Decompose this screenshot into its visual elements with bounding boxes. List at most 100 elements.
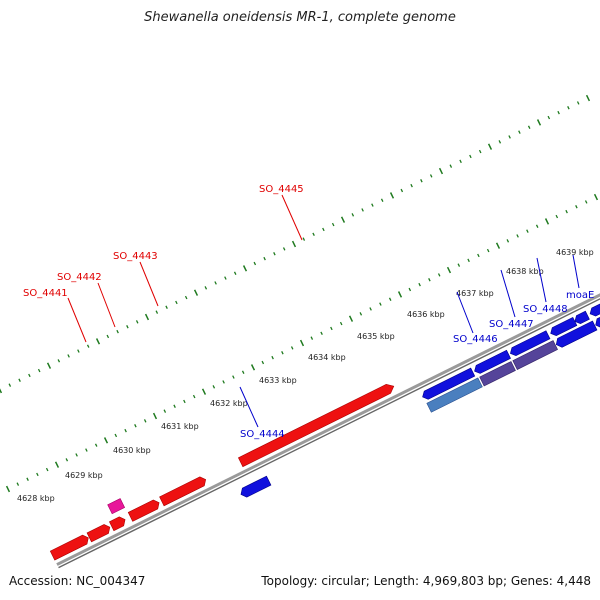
gene-so-4441[interactable] (86, 523, 112, 543)
outer-tick (518, 130, 521, 134)
page-title: Shewanella oneidensis MR-1, complete gen… (144, 10, 456, 25)
tick-label: 4634 kbp (308, 353, 346, 362)
gene-so-4440[interactable] (49, 533, 90, 561)
outer-tick (0, 388, 3, 394)
outer-tick (282, 247, 286, 251)
inner-tick (446, 266, 452, 274)
outer-tick (371, 203, 374, 207)
inner-tick (575, 205, 578, 209)
gene-label-so-4441[interactable]: SO_4441 (23, 288, 68, 299)
outer-tick (214, 281, 217, 285)
outer-tick (302, 237, 306, 241)
outer-tick (380, 198, 384, 202)
inner-tick (467, 258, 470, 263)
inner-tick (379, 302, 382, 306)
gene-so-4448-lower[interactable] (512, 340, 558, 370)
outer-tick (86, 344, 90, 348)
gene-so-4446-upper[interactable] (421, 367, 476, 401)
inner-tick (124, 428, 127, 433)
backbone (56, 74, 600, 569)
tick-label: 4631 kbp (161, 422, 199, 431)
gene-labels: SO_4441 SO_4442 SO_4443 SO_4445 SO_4444 … (23, 184, 594, 440)
gene-moad-upper[interactable] (573, 310, 590, 325)
outer-tick (557, 110, 560, 115)
outer-tick (400, 188, 404, 193)
inner-tick (201, 388, 207, 395)
outer-tick (527, 125, 531, 129)
inner-tick (54, 461, 60, 468)
gene-so-4447-upper[interactable] (473, 349, 511, 375)
outer-tick (144, 313, 150, 321)
gene-so-4442-pseudo[interactable] (107, 498, 126, 515)
outer-tick (449, 164, 453, 168)
gene-moae-lower[interactable] (554, 320, 598, 349)
inner-tick (271, 355, 274, 360)
gene-next-lower[interactable] (593, 297, 600, 330)
gene-so-4445[interactable] (237, 382, 396, 468)
outer-tick (204, 286, 208, 290)
outer-tick (8, 383, 12, 387)
inner-tick (85, 448, 88, 452)
gene-so-4442[interactable] (127, 498, 161, 522)
inner-tick (437, 273, 441, 277)
tick-label: 4639 kbp (556, 248, 594, 257)
inner-tick (192, 394, 196, 399)
gene-label-so-4446[interactable]: SO_4446 (453, 334, 498, 345)
gene-so-4446-lower[interactable] (426, 377, 483, 413)
outer-tick (46, 362, 52, 369)
tick-label: 4638 kbp (506, 267, 544, 276)
gene-label-moae[interactable]: moaE (566, 290, 594, 301)
outer-tick (37, 368, 41, 373)
inner-tick (477, 253, 480, 258)
inner-tick (94, 443, 98, 447)
outer-tick (585, 94, 591, 102)
inner-tick (114, 433, 118, 438)
gene-label-so-4444[interactable]: SO_4444 (240, 429, 285, 440)
outer-tick (322, 227, 325, 232)
outer-tick (361, 208, 364, 212)
tick-label: 4630 kbp (113, 446, 151, 455)
gene-so-4441b[interactable] (109, 515, 127, 532)
inner-tick (320, 331, 323, 335)
gene-so-4448-upper[interactable] (508, 330, 551, 358)
gene-label-so-4447[interactable]: SO_4447 (489, 319, 534, 330)
outer-tick (438, 167, 444, 175)
inner-tick (369, 307, 372, 311)
inner-tick (163, 409, 167, 413)
outer-tick (340, 216, 346, 223)
gene-next-upper[interactable] (588, 286, 600, 318)
outer-tick (135, 320, 139, 324)
gene-label-so-4445[interactable]: SO_4445 (259, 184, 304, 195)
outer-tick (331, 222, 335, 227)
inner-tick (134, 424, 137, 428)
inner-tick (261, 360, 265, 365)
inner-tick (45, 467, 49, 472)
inner-tick (222, 380, 225, 384)
inner-tick (65, 458, 69, 462)
inner-tick (290, 346, 294, 350)
gene-moae-upper[interactable] (549, 316, 578, 337)
gene-label-so-4448[interactable]: SO_4448 (523, 304, 568, 315)
gene-label-so-4442[interactable]: SO_4442 (57, 272, 102, 283)
gene-label-so-4443[interactable]: SO_4443 (113, 251, 158, 262)
outer-tick (28, 373, 31, 378)
inner-tick (26, 477, 29, 481)
tick-label: 4628 kbp (17, 494, 55, 503)
outer-tick (57, 359, 61, 363)
outer-tick (263, 256, 266, 261)
accession-text: Accession: NC_004347 (9, 574, 146, 588)
outer-tick (429, 174, 433, 178)
outer-tick (233, 271, 237, 275)
gene-so-4443[interactable] (159, 475, 208, 507)
inner-tick (212, 385, 216, 389)
forward-genes (49, 382, 396, 561)
outer-tick (155, 310, 159, 314)
gene-so-4444[interactable] (239, 475, 272, 499)
gene-so-4447-lower[interactable] (479, 361, 516, 387)
outer-tick (126, 325, 129, 329)
outer-tick (508, 135, 511, 139)
outer-tick (224, 276, 227, 280)
outer-tick (420, 179, 423, 183)
outer-tick (253, 261, 257, 266)
